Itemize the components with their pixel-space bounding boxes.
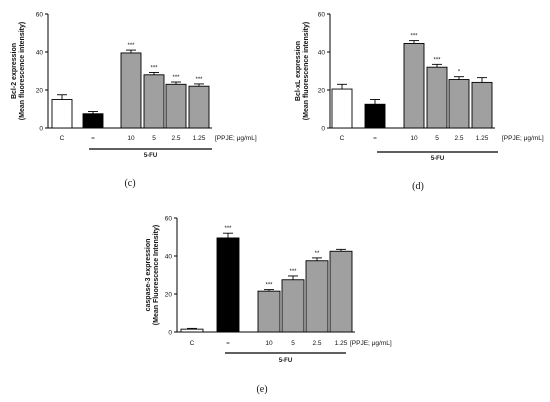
category-label-0: C: [60, 135, 65, 142]
bar-5: [188, 85, 210, 129]
category-label-0: C: [190, 340, 195, 347]
y-tick-label: 60: [36, 11, 44, 18]
chart-panel-1: 0 20 40 60 Bcl-2 expression (Mean fluorescenc…: [11, 11, 257, 189]
group-label: 5-FU: [279, 358, 292, 364]
group-label: 5-FU: [431, 156, 444, 162]
bar-5: [471, 81, 493, 129]
unit-label: [PPJE; μg/mL]: [350, 340, 392, 347]
panel-label: (e): [256, 384, 267, 395]
y-axis-title-line1: Bcl-2 expression: [11, 43, 18, 99]
y-tick-label: 40: [165, 253, 173, 260]
bar-4: [165, 83, 187, 129]
category-label-4: 2.5: [454, 135, 463, 142]
y-tick-label: 60: [165, 215, 173, 222]
category-label-4: 2.5: [171, 135, 180, 142]
significance-label-1: ***: [224, 226, 232, 232]
bar-0: [180, 328, 204, 333]
bar-4: [305, 260, 329, 333]
bar-1: [82, 113, 104, 129]
significance-label-2: ***: [265, 283, 273, 289]
category-label-5: 1.25: [193, 135, 206, 142]
y-tick-label: 60: [318, 11, 326, 18]
y-tick-label: 40: [36, 49, 44, 56]
panel-label: (d): [412, 181, 424, 192]
y-tick-label: 40: [318, 49, 326, 56]
bar-5: [329, 250, 353, 333]
y-axis-title-line2: (Mean fluorescence intensity): [19, 22, 26, 120]
bar-3: [281, 279, 305, 333]
significance-label-2: ***: [410, 34, 418, 40]
y-tick-label: 20: [318, 87, 326, 94]
significance-label-4: ***: [172, 75, 180, 81]
y-tick-label: 20: [36, 87, 44, 94]
unit-label: [PPJE; μg/mL]: [502, 135, 544, 142]
category-label-4: 2.5: [312, 340, 321, 347]
category-label-5: 1.25: [476, 135, 489, 142]
significance-label-3: ***: [150, 66, 158, 72]
significance-label-3: ***: [289, 269, 297, 275]
category-label-0: C: [340, 135, 345, 142]
bar-3: [143, 74, 165, 129]
significance-label-4: *: [458, 70, 461, 76]
category-label-5: 1.25: [335, 340, 348, 347]
bar-2: [120, 52, 142, 129]
y-axis-title-line2: (Mean fluorescence intensity): [303, 22, 310, 120]
bar-0: [51, 99, 73, 129]
bar-3: [426, 66, 448, 129]
y-axis-title-line1: caspase-3 expression: [145, 239, 152, 312]
category-label-2: 10: [127, 135, 135, 142]
bar-2: [257, 290, 281, 333]
y-tick-label: 0: [39, 125, 43, 132]
chart-panel-3: 0 20 40 60 caspase-3 expression (Mean Fluores…: [145, 215, 392, 395]
bar-2: [403, 43, 425, 129]
y-axis-title-line1: Bcl-xL expression: [295, 41, 302, 101]
y-axis-title-line2: (Mean Fluorescence Intensity): [153, 225, 160, 325]
panel-label: (c): [124, 178, 135, 189]
category-label-3: 5: [291, 340, 295, 347]
bar-0: [331, 88, 353, 129]
bar-1: [364, 103, 386, 129]
category-label-2: 10: [265, 340, 273, 347]
significance-label-2: ***: [127, 43, 135, 49]
bar-1: [216, 237, 240, 333]
unit-label: [PPJE; μg/mL]: [215, 135, 257, 142]
category-label-3: 5: [435, 135, 439, 142]
y-tick-label: 0: [321, 125, 325, 132]
y-tick-label: 20: [165, 291, 173, 298]
significance-label-5: ***: [195, 77, 203, 83]
bar-4: [448, 79, 470, 129]
y-tick-label: 0: [168, 329, 172, 336]
significance-label-3: ***: [433, 57, 441, 63]
category-label-2: 10: [410, 135, 418, 142]
category-label-3: 5: [152, 135, 156, 142]
significance-label-4: **: [315, 251, 320, 257]
chart-panel-2: 0 20 40 60 Bcl-xL expression (Mean fluorescen…: [295, 11, 544, 192]
group-label: 5-FU: [144, 153, 157, 159]
